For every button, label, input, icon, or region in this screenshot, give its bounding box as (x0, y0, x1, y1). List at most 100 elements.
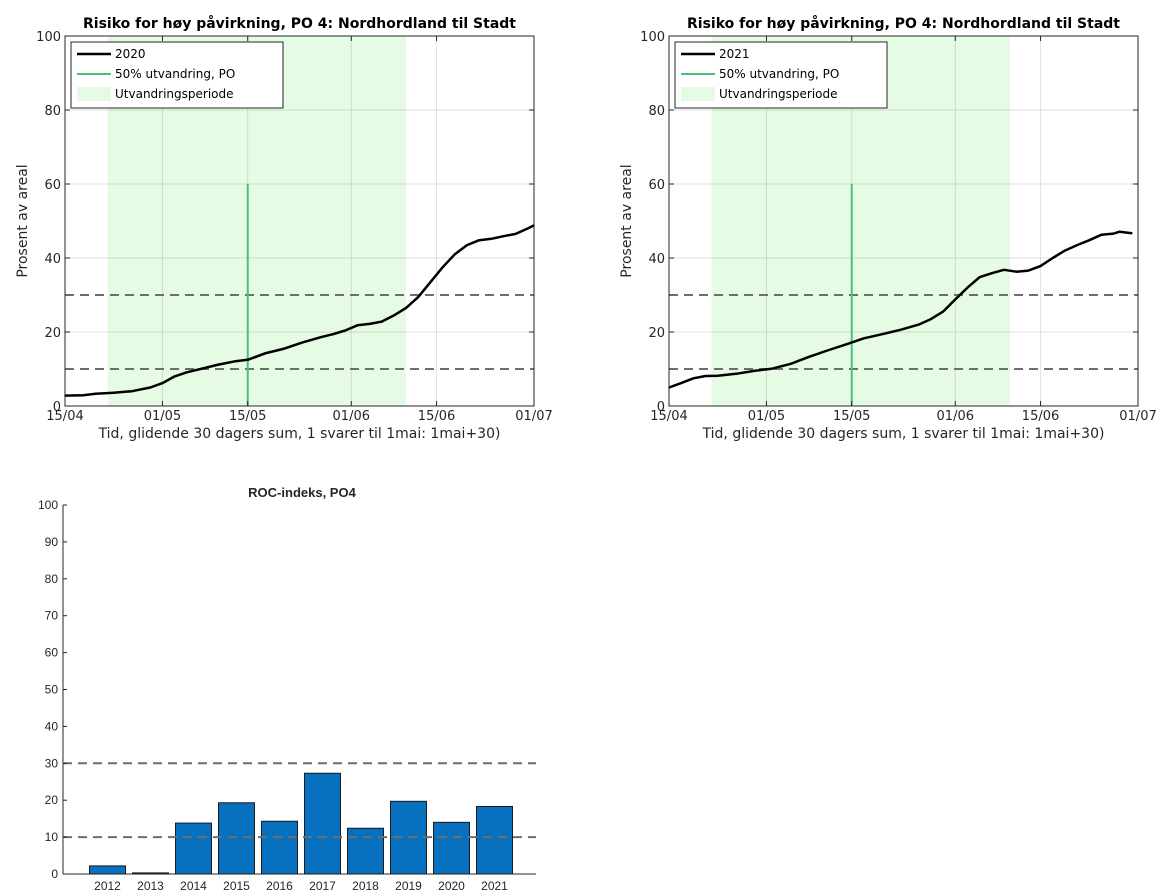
y-tick-label: 40 (45, 719, 59, 733)
data-point (1064, 249, 1066, 252)
data-point (1118, 230, 1121, 233)
y-tick-label: 10 (45, 830, 59, 844)
data-point (917, 323, 920, 326)
axes-box (64, 35, 535, 407)
data-point (265, 352, 267, 354)
data-point (1003, 269, 1005, 271)
x-axis-label: Tid, glidende 30 dagers sum, 1 svarer ti… (702, 426, 1105, 442)
x-tick-label: 2013 (137, 879, 164, 893)
y-tick-label: 60 (45, 646, 59, 660)
legend-swatch (681, 87, 715, 101)
data-point (380, 320, 383, 323)
y-tick-label: 0 (53, 400, 61, 415)
data-point (441, 266, 444, 269)
y-tick-label: 0 (657, 400, 665, 415)
data-point (1088, 239, 1091, 242)
data-point (1051, 257, 1054, 259)
line-chart-2021: 15/04 01/05 15/05 01/06 15/06 01/07 0 20 40 60 80 1… (619, 15, 1157, 442)
y-axis-label: Prosent av areal (619, 164, 635, 277)
x-tick-label: 15/05 (833, 409, 870, 424)
data-point (844, 343, 847, 346)
x-tick-label: 2017 (309, 879, 336, 893)
y-tick-label: 30 (45, 756, 59, 770)
chart-title: Risiko for høy påvirkning, PO 4: Nordhor… (83, 15, 516, 32)
y-tick-label: 20 (44, 326, 61, 341)
axes-box (668, 35, 1139, 407)
data-point (173, 375, 176, 378)
data-point (478, 239, 480, 242)
data-point (393, 314, 395, 317)
data-point (704, 375, 707, 377)
legend-label: 50% utvandring, PO (115, 67, 235, 81)
bar-2013 (132, 872, 169, 875)
y-tick-label: 20 (648, 326, 665, 341)
data-point (234, 360, 237, 363)
x-tick-label: 01/05 (144, 409, 181, 424)
data-point (881, 333, 883, 336)
data-point (490, 237, 493, 240)
x-tick-label: 01/07 (1119, 409, 1156, 424)
data-point (1131, 232, 1133, 235)
x-tick-label: 2015 (223, 879, 250, 893)
data-point (735, 373, 737, 375)
legend-label: Utvandringsperiode (719, 87, 838, 101)
data-point (368, 323, 371, 325)
y-tick-label: 90 (45, 535, 59, 549)
y-tick-label: 100 (640, 30, 665, 45)
data-point (680, 382, 682, 384)
data-point (283, 347, 286, 350)
legend-swatch (77, 87, 111, 101)
data-point (1076, 244, 1078, 246)
y-tick-label: 60 (44, 178, 61, 193)
y-tick-label: 80 (44, 104, 61, 119)
data-point (942, 310, 944, 313)
data-point (502, 235, 505, 237)
x-tick-label: 2018 (352, 879, 379, 893)
legend-label: Utvandringsperiode (115, 87, 234, 101)
bar-2017 (304, 772, 341, 875)
data-point (790, 363, 792, 365)
line-chart-2020: 15/04 01/05 15/05 01/06 15/06 01/07 0 20 40 60 80 1… (15, 15, 553, 442)
bar-2014 (175, 822, 212, 875)
data-point (112, 391, 115, 394)
data-point (863, 337, 865, 340)
x-tick-label: 15/06 (418, 409, 455, 424)
bar-chart-roc: 2012 2013 2014 2015 2016 2017 2018 2019 2020 2021… (38, 485, 536, 893)
data-point (991, 272, 993, 274)
data-point (301, 341, 304, 344)
x-tick-label: 01/06 (333, 409, 370, 424)
data-point (899, 328, 902, 331)
y-tick-label: 40 (648, 252, 665, 267)
x-tick-label: 2020 (438, 879, 465, 893)
x-tick-label: 2016 (266, 879, 293, 893)
y-tick-label: 100 (36, 30, 61, 45)
x-tick-label: 2021 (481, 879, 508, 893)
data-point (417, 296, 420, 298)
x-tick-label: 15/04 (650, 409, 687, 424)
x-tick-label: 01/06 (937, 409, 974, 424)
data-point (94, 392, 97, 395)
x-tick-label: 15/05 (229, 409, 266, 424)
data-point (161, 382, 164, 384)
data-point (1039, 265, 1042, 267)
bar-2020 (433, 821, 470, 875)
y-tick-label: 0 (51, 867, 58, 881)
y-tick-label: 60 (648, 178, 665, 193)
data-point (344, 329, 346, 332)
bar-2016 (261, 820, 298, 875)
data-point (466, 244, 468, 246)
chart-title: Risiko for høy påvirkning, PO 4: Nordhor… (687, 15, 1120, 32)
data-point (429, 281, 432, 283)
bar-2015 (218, 802, 255, 875)
data-point (1015, 270, 1017, 273)
bar-2018 (347, 827, 384, 875)
x-axis-label: Tid, glidende 30 dagers sum, 1 svarer ti… (98, 426, 501, 442)
y-tick-label: 80 (648, 104, 665, 119)
data-point (954, 298, 957, 301)
bar-2012 (89, 865, 126, 875)
y-axis-label: Prosent av areal (15, 164, 31, 277)
data-point (692, 377, 695, 380)
x-tick-label: 2012 (94, 879, 121, 893)
x-tick-label: 01/07 (515, 409, 552, 424)
data-point (1100, 233, 1103, 236)
